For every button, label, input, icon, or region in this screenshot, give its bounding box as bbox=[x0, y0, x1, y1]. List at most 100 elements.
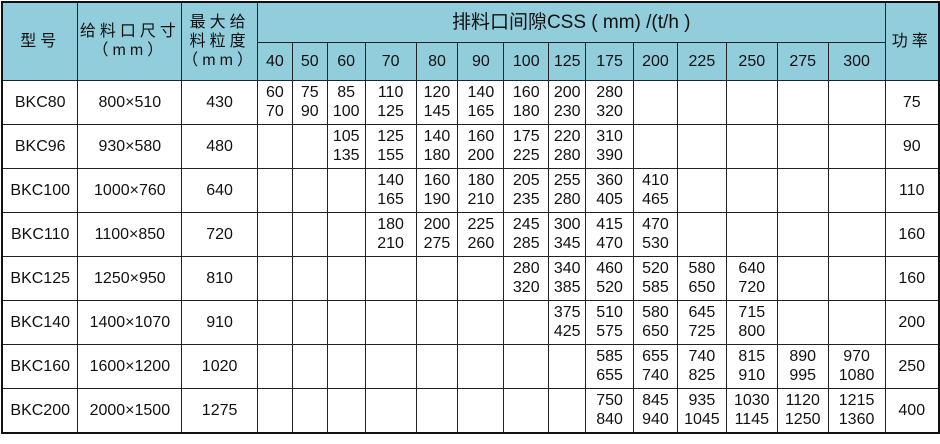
feed-opening-cell: 1000×760 bbox=[77, 167, 183, 213]
capacity-cell bbox=[291, 167, 328, 213]
capacity-cell: 815 910 bbox=[725, 343, 778, 389]
capacity-cell: 225 260 bbox=[457, 211, 505, 257]
capacity-cell bbox=[291, 343, 328, 389]
model-cell: BKC125 bbox=[1, 255, 79, 301]
capacity-max: 585 bbox=[642, 279, 669, 296]
capacity-min: 200 bbox=[553, 84, 581, 101]
capacity-cell bbox=[415, 255, 459, 301]
header-css-175: 175 bbox=[585, 41, 635, 81]
capacity-min: 125 bbox=[377, 128, 404, 145]
capacity-cell bbox=[415, 299, 459, 345]
capacity-cell: 125 155 bbox=[364, 123, 417, 169]
capacity-cell bbox=[503, 343, 550, 389]
capacity-max: 1080 bbox=[838, 367, 875, 384]
capacity-cell: 75 90 bbox=[291, 79, 328, 125]
capacity-cell: 410 465 bbox=[633, 167, 678, 213]
capacity-min: 460 bbox=[596, 260, 623, 277]
capacity-min: 1030 bbox=[733, 392, 770, 409]
capacity-cell: 180 210 bbox=[457, 167, 505, 213]
power-cell: 160 bbox=[884, 255, 940, 301]
capacity-cell bbox=[457, 255, 505, 301]
max-feed-cell: 910 bbox=[181, 299, 258, 345]
max-feed-cell: 430 bbox=[181, 79, 258, 125]
header-css-225: 225 bbox=[676, 41, 727, 81]
capacity-min: 120 bbox=[423, 84, 451, 101]
header-css-275: 275 bbox=[776, 41, 829, 81]
capacity-cell: 1030 1145 bbox=[725, 387, 778, 433]
table-row: BKC100 1000×760 640 140 165 160 190 180 210 205 23… bbox=[1, 167, 940, 213]
capacity-min: 160 bbox=[512, 84, 540, 101]
feed-opening-cell: 1250×950 bbox=[77, 255, 183, 301]
capacity-max: 465 bbox=[642, 191, 669, 208]
max-feed-cell: 720 bbox=[181, 211, 258, 257]
capacity-cell: 970 1080 bbox=[827, 343, 886, 389]
capacity-cell: 1120 1250 bbox=[776, 387, 829, 433]
capacity-min: 1120 bbox=[785, 392, 820, 409]
capacity-min: 740 bbox=[688, 348, 716, 365]
capacity-cell bbox=[827, 167, 886, 213]
header-max-feed-unit: （mm） bbox=[182, 51, 257, 69]
model-cell: BKC110 bbox=[1, 211, 79, 257]
capacity-cell: 520 585 bbox=[633, 255, 678, 301]
power-cell: 200 bbox=[884, 299, 940, 345]
power-cell: 250 bbox=[884, 343, 940, 389]
capacity-min: 60 bbox=[265, 84, 284, 101]
capacity-max: 425 bbox=[553, 323, 581, 340]
capacity-cell bbox=[827, 255, 886, 301]
capacity-cell bbox=[827, 79, 886, 125]
capacity-min: 245 bbox=[512, 216, 540, 233]
power-cell: 75 bbox=[884, 79, 940, 125]
capacity-max: 125 bbox=[377, 103, 404, 120]
capacity-min: 220 bbox=[553, 128, 581, 145]
capacity-cell bbox=[725, 123, 778, 169]
capacity-cell: 160 180 bbox=[503, 79, 550, 125]
capacity-max: 940 bbox=[642, 411, 669, 428]
capacity-max: 320 bbox=[512, 279, 540, 296]
capacity-cell bbox=[776, 211, 829, 257]
capacity-max: 190 bbox=[423, 191, 451, 208]
capacity-cell bbox=[827, 123, 886, 169]
capacity-max: 720 bbox=[738, 279, 766, 296]
header-feed-opening-label: 给料口尺寸 bbox=[79, 23, 180, 41]
capacity-max: 470 bbox=[596, 235, 623, 252]
capacity-max: 225 bbox=[512, 147, 540, 164]
capacity-cell: 160 190 bbox=[415, 167, 459, 213]
capacity-min: 470 bbox=[642, 216, 669, 233]
capacity-cell: 245 285 bbox=[503, 211, 550, 257]
capacity-min: 280 bbox=[596, 84, 623, 101]
header-model: 型号 bbox=[1, 1, 79, 81]
capacity-cell bbox=[548, 387, 587, 433]
capacity-min: 360 bbox=[596, 172, 623, 189]
capacity-min: 160 bbox=[423, 172, 451, 189]
capacity-cell: 105 135 bbox=[326, 123, 366, 169]
capacity-min: 970 bbox=[843, 348, 870, 365]
capacity-max: 135 bbox=[332, 147, 360, 164]
capacity-max: 210 bbox=[467, 191, 495, 208]
capacity-min: 715 bbox=[738, 304, 766, 321]
crusher-spec-table: 型号 给料口尺寸 （mm） 最大给 料粒度 （mm） 排料口间隙CSS ( mm) /… bbox=[1, 1, 940, 434]
capacity-max: 320 bbox=[596, 103, 623, 120]
capacity-cell: 740 825 bbox=[676, 343, 727, 389]
capacity-cell: 110 125 bbox=[364, 79, 417, 125]
capacity-max: 405 bbox=[596, 191, 623, 208]
capacity-max: 840 bbox=[596, 411, 623, 428]
capacity-cell: 845 940 bbox=[633, 387, 678, 433]
capacity-cell: 715 800 bbox=[725, 299, 778, 345]
capacity-min: 585 bbox=[596, 348, 623, 365]
capacity-cell bbox=[776, 123, 829, 169]
capacity-max: 145 bbox=[423, 103, 451, 120]
capacity-min: 645 bbox=[688, 304, 716, 321]
capacity-cell bbox=[364, 299, 417, 345]
header-css-90: 90 bbox=[457, 41, 505, 81]
model-cell: BKC100 bbox=[1, 167, 79, 213]
capacity-cell: 220 280 bbox=[548, 123, 587, 169]
capacity-cell bbox=[256, 343, 293, 389]
capacity-cell bbox=[326, 387, 366, 433]
max-feed-cell: 1020 bbox=[181, 343, 258, 389]
capacity-max: 235 bbox=[512, 191, 540, 208]
capacity-cell bbox=[633, 79, 678, 125]
power-cell: 110 bbox=[884, 167, 940, 213]
capacity-cell: 580 650 bbox=[633, 299, 678, 345]
header-css-300: 300 bbox=[827, 41, 886, 81]
capacity-min: 935 bbox=[688, 392, 716, 409]
